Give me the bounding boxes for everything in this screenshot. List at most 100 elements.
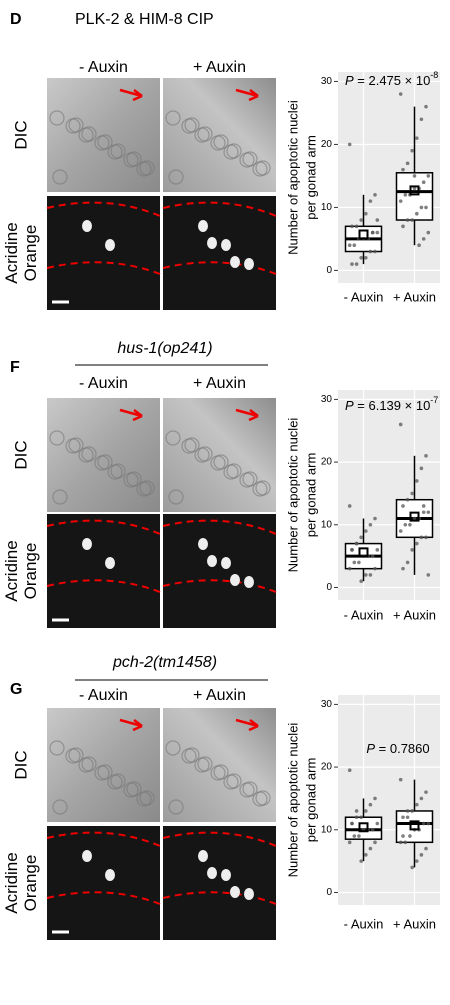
row-label: DIC <box>11 120 30 149</box>
micrograph <box>47 78 160 192</box>
nucleus <box>126 781 142 797</box>
gonad-outline <box>162 831 277 847</box>
micrograph <box>47 708 160 822</box>
apoptotic-nucleus <box>82 538 92 550</box>
apoptotic-nucleus <box>207 237 217 249</box>
y-tick-label: 0 <box>326 265 332 276</box>
data-point <box>347 243 352 248</box>
nucleus <box>255 480 271 496</box>
nucleus <box>81 756 97 772</box>
gonad-outline <box>46 261 161 275</box>
data-point <box>350 224 354 229</box>
nucleus <box>68 747 84 763</box>
data-point <box>401 815 405 820</box>
nucleus <box>197 446 213 462</box>
data-point <box>405 560 410 565</box>
data-point <box>373 566 377 571</box>
nucleus <box>226 463 242 479</box>
data-point <box>350 262 354 266</box>
data-point <box>398 422 403 427</box>
data-point <box>417 243 421 248</box>
data-point <box>350 548 354 552</box>
x-tick-label: + Auxin <box>393 916 436 931</box>
y-tick-label: 0 <box>326 887 332 898</box>
data-point <box>424 104 428 109</box>
p-symbol: P <box>366 741 375 756</box>
nucleus <box>165 740 181 756</box>
row-label: Acridine <box>2 222 21 283</box>
data-point <box>401 224 405 229</box>
nucleus <box>242 471 258 487</box>
apoptotic-nucleus <box>244 888 254 900</box>
arrow <box>119 88 143 102</box>
micrograph <box>47 398 160 512</box>
mean <box>409 820 420 831</box>
p-exponent: -7 <box>430 395 438 405</box>
box <box>395 810 434 844</box>
data-point <box>410 865 415 870</box>
y-axis-label: per gonad arm <box>303 135 318 220</box>
panel-title: PLK-2 & HIM-8 CIP <box>75 11 214 28</box>
data-point <box>354 541 359 546</box>
y-tick-label: 30 <box>321 394 333 405</box>
x-tick-label: + Auxin <box>393 289 436 304</box>
gonad-outline <box>162 261 277 275</box>
p-symbol: P <box>345 73 354 88</box>
x-tick-label: - Auxin <box>344 916 384 931</box>
data-point <box>401 504 405 508</box>
arrow <box>235 88 259 102</box>
data-point <box>426 510 431 515</box>
y-tick-label: 30 <box>321 699 333 710</box>
data-point <box>364 256 368 260</box>
data-point <box>357 834 361 838</box>
apoptotic-nucleus <box>221 869 231 881</box>
data-point <box>415 859 419 863</box>
nucleus <box>139 160 155 176</box>
apoptotic-nucleus <box>221 557 231 569</box>
data-point <box>370 230 375 235</box>
data-point <box>359 859 364 863</box>
data-point <box>426 174 431 178</box>
p-value: P = 2.475 × 10-8 <box>345 70 438 88</box>
apoptotic-nucleus <box>230 574 240 586</box>
data-point <box>398 529 403 533</box>
data-point <box>415 479 419 483</box>
data-point <box>368 802 373 807</box>
nucleus <box>184 747 200 763</box>
apoptotic-nucleus <box>207 867 217 879</box>
data-point <box>424 454 428 458</box>
nucleus <box>97 764 113 780</box>
micrograph <box>162 826 277 940</box>
data-point <box>405 218 410 222</box>
micrograph <box>163 78 276 192</box>
data-point <box>412 186 417 191</box>
plot-background <box>338 695 440 905</box>
mean <box>358 229 369 240</box>
p-value: P = 6.139 × 10-7 <box>345 395 438 413</box>
data-point <box>357 560 361 565</box>
data-point <box>401 566 405 571</box>
nucleus <box>165 110 181 126</box>
nucleus <box>168 489 184 505</box>
micrograph <box>46 196 161 310</box>
data-point <box>419 535 424 540</box>
p-number: = 2.475 × 10 <box>354 73 431 88</box>
apoptotic-nucleus <box>207 555 217 567</box>
data-point <box>354 224 359 229</box>
p-value: P = 0.7860 <box>366 741 429 756</box>
ao-image <box>163 826 276 940</box>
apoptotic-nucleus <box>105 869 115 881</box>
data-point <box>401 834 405 838</box>
data-point <box>421 237 426 241</box>
data-point <box>352 560 357 565</box>
ao-image <box>163 196 276 310</box>
gonad-outline <box>46 891 161 905</box>
data-point <box>347 566 352 571</box>
data-point <box>401 167 405 172</box>
nucleus <box>126 471 142 487</box>
p-symbol: P <box>345 398 354 413</box>
data-point <box>368 249 373 254</box>
data-point <box>368 573 373 577</box>
nucleus <box>110 143 126 159</box>
nucleus <box>226 143 242 159</box>
